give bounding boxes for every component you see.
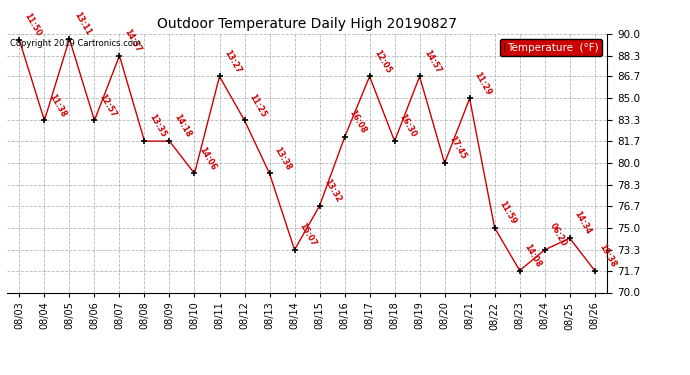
Text: 11:50: 11:50: [22, 12, 43, 38]
Text: 14:08: 14:08: [522, 242, 543, 268]
Text: 15:07: 15:07: [297, 222, 318, 248]
Text: 14:34: 14:34: [573, 210, 593, 236]
Text: 17:45: 17:45: [448, 135, 468, 161]
Text: 16:08: 16:08: [348, 109, 368, 135]
Title: Outdoor Temperature Daily High 20190827: Outdoor Temperature Daily High 20190827: [157, 17, 457, 31]
Text: 13:38: 13:38: [273, 145, 293, 171]
Text: 14:06: 14:06: [197, 145, 218, 171]
Text: 12:57: 12:57: [97, 92, 118, 118]
Text: 13:32: 13:32: [322, 177, 343, 204]
Text: 13:35: 13:35: [148, 113, 168, 139]
Text: 13:27: 13:27: [222, 48, 243, 75]
Text: 11:59: 11:59: [497, 200, 518, 226]
Text: 12:05: 12:05: [373, 48, 393, 75]
Text: 16:30: 16:30: [397, 113, 418, 139]
Text: 11:25: 11:25: [248, 92, 268, 118]
Text: 14:37: 14:37: [122, 27, 143, 54]
Text: Copyright 2019 Cartronics.com: Copyright 2019 Cartronics.com: [10, 39, 141, 48]
Text: 11:38: 11:38: [48, 92, 68, 118]
Legend: Temperature  (°F): Temperature (°F): [500, 39, 602, 56]
Text: 13:11: 13:11: [72, 10, 93, 37]
Text: 06:20: 06:20: [548, 221, 568, 248]
Text: 14:57: 14:57: [422, 48, 443, 75]
Text: 19:38: 19:38: [598, 242, 618, 268]
Text: 11:29: 11:29: [473, 70, 493, 96]
Text: 14:18: 14:18: [172, 113, 193, 139]
